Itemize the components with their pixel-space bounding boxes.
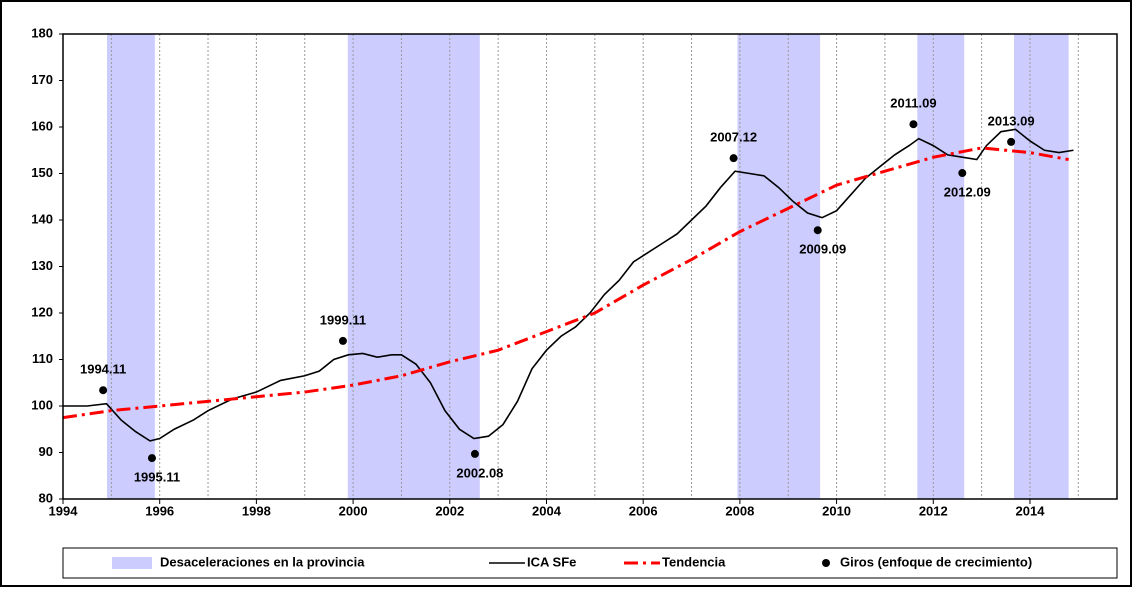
y-tick-label: 150	[31, 165, 53, 180]
legend	[62, 547, 1118, 579]
legend-label: Giros (enfoque de crecimiento)	[840, 554, 1032, 569]
slowdown-band	[347, 34, 480, 499]
x-tick-label: 1998	[242, 503, 271, 518]
y-tick-label: 170	[31, 72, 53, 87]
point-label: 2012.09	[944, 184, 991, 199]
y-tick-label: 90	[39, 444, 53, 459]
index-line	[63, 128, 1074, 442]
point-label: 1994.11	[80, 362, 126, 377]
point-label: 2009.09	[799, 242, 846, 257]
point-label: 1999.11	[320, 312, 366, 327]
plot-area	[62, 33, 1118, 500]
legend-swatch	[822, 559, 830, 567]
y-tick-label: 100	[31, 397, 53, 412]
slowdown-band	[1014, 34, 1069, 499]
turning-point	[338, 336, 347, 345]
slowdown-band	[917, 34, 965, 499]
x-tick-label: 2012	[919, 503, 948, 518]
x-tick-label: 2002	[435, 503, 464, 518]
x-tick-label: 2008	[725, 503, 754, 518]
turning-point	[99, 386, 108, 395]
y-tick-label: 180	[31, 25, 53, 40]
turning-point	[958, 169, 967, 178]
y-tick-label: 130	[31, 258, 53, 273]
turning-point	[909, 120, 918, 129]
legend-swatch	[112, 557, 152, 569]
point-label: 1995.11	[134, 470, 180, 485]
legend-label: Tendencia	[662, 554, 726, 569]
slowdown-band	[106, 34, 155, 499]
x-tick-label: 2000	[339, 503, 368, 518]
x-tick-label: 1996	[145, 503, 174, 518]
point-label: 2002.08	[456, 465, 503, 480]
turning-point	[1007, 137, 1016, 146]
trend-line	[62, 146, 1069, 420]
x-tick-label: 1994	[49, 503, 79, 518]
point-label: 2007.12	[710, 130, 757, 145]
point-label: 2011.09	[890, 96, 936, 111]
x-tick-label: 2006	[629, 503, 658, 518]
slowdown-band	[737, 34, 821, 499]
legend-label: ICA SFe	[527, 554, 576, 569]
turning-point	[813, 226, 822, 235]
legend-label: Desaceleraciones en la provincia	[160, 554, 365, 569]
turning-point	[470, 449, 479, 458]
turning-point	[147, 454, 156, 463]
x-tick-label: 2010	[822, 503, 851, 518]
y-tick-label: 140	[31, 211, 53, 226]
y-tick-label: 160	[31, 118, 53, 133]
point-label: 2013.09	[988, 113, 1035, 128]
y-tick-label: 110	[32, 351, 53, 366]
turning-point	[729, 154, 738, 163]
x-tick-label: 2014	[1016, 503, 1046, 518]
x-tick-label: 2004	[532, 503, 562, 518]
y-tick-label: 120	[31, 304, 53, 319]
y-tick-label: 80	[39, 490, 53, 505]
